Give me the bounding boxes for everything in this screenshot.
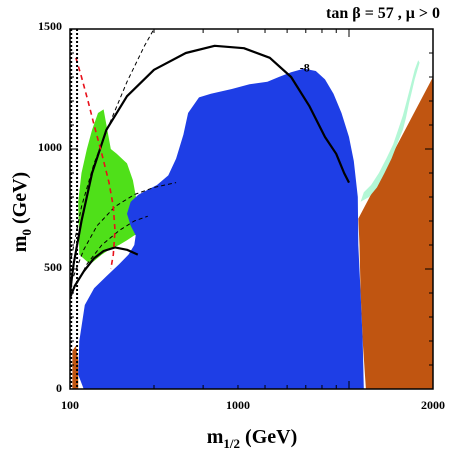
region-light-green-strip: [360, 60, 420, 202]
y-tick-label-0: 0: [56, 381, 62, 395]
y-tick-label-1000: 1000: [38, 140, 62, 154]
region-blue: [78, 68, 364, 389]
y-axis-label: m0 (GeV): [9, 172, 34, 252]
x-tick-label-100: 100: [61, 398, 79, 412]
region-green: [78, 109, 140, 265]
red-dash-curve: [75, 57, 116, 270]
contour-dashed-upper: [70, 29, 155, 265]
x-axis-label: m1/2 (GeV): [207, 426, 298, 451]
contour-dashed-lower: [73, 182, 177, 277]
contour-solid-outer: [70, 44, 350, 294]
plot-content: [70, 29, 433, 389]
axes-frame: [69, 28, 434, 390]
x-tick-label-2000: 2000: [421, 398, 445, 412]
contour-label-minus-8: -8: [300, 60, 310, 74]
plot-border: [69, 28, 434, 390]
contour-solid-inner: [70, 246, 139, 299]
chart-title: tan β = 57 , μ > 0: [326, 5, 440, 22]
y-tick-label-500: 500: [44, 260, 62, 274]
region-brown-right: [358, 77, 433, 389]
x-tick-label-1000: 1000: [226, 398, 250, 412]
contour-dashed-bottom: [76, 215, 148, 284]
y-tick-label-1500: 1500: [38, 19, 62, 33]
